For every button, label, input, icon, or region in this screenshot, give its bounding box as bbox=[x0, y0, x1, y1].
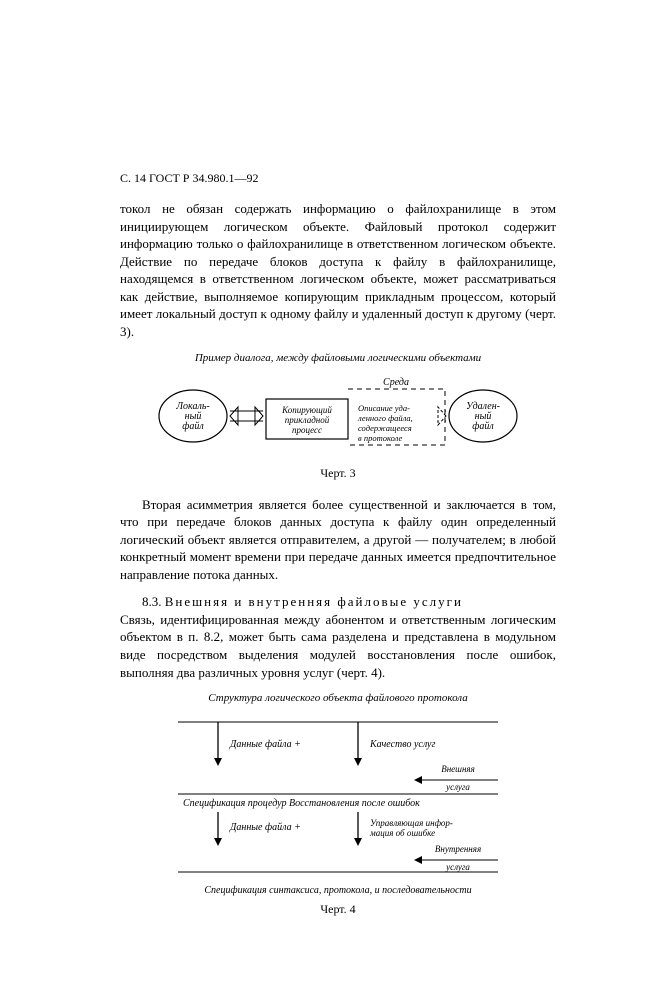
paragraph-1: токол не обязан содержать информацию о ф… bbox=[120, 200, 556, 340]
section-number: 8.3. bbox=[142, 594, 162, 609]
svg-text:Внешняя: Внешняя bbox=[441, 764, 475, 774]
svg-text:процесс: процесс bbox=[292, 425, 322, 435]
svg-text:файл: файл bbox=[472, 421, 494, 432]
fig3-caption: Черт. 3 bbox=[120, 465, 556, 481]
fig4-title: Структура логического объекта файлового … bbox=[120, 691, 556, 706]
svg-text:услуга: услуга bbox=[445, 862, 470, 872]
diagram-3: Локаль- ный файл Копирующий прикладной п… bbox=[148, 371, 528, 461]
svg-text:услуга: услуга bbox=[445, 782, 470, 792]
svg-text:Управляющая инфор-: Управляющая инфор- bbox=[370, 818, 453, 828]
fig4-caption: Черт. 4 bbox=[120, 901, 556, 917]
svg-text:файл: файл bbox=[182, 421, 204, 432]
svg-text:Копирующий: Копирующий bbox=[281, 405, 332, 415]
svg-text:Качество услуг: Качество услуг bbox=[369, 739, 435, 750]
svg-text:прикладной: прикладной bbox=[285, 415, 330, 425]
paragraph-2: Вторая асимметрия является более существ… bbox=[120, 496, 556, 584]
svg-text:Данные файла +: Данные файла + bbox=[229, 822, 301, 833]
paragraph-3: 8.3. Внешняя и внутренняя файловые услуг… bbox=[120, 593, 556, 681]
fig3-title: Пример диалога, между файловыми логическ… bbox=[120, 351, 556, 366]
section-title: Внешняя и внутренняя файловые услуги bbox=[165, 594, 463, 609]
svg-text:ленного файла,: ленного файла, bbox=[357, 413, 413, 423]
svg-text:Внутренняя: Внутренняя bbox=[435, 844, 481, 854]
svg-text:Среда: Среда bbox=[383, 377, 409, 388]
svg-text:Описание уда-: Описание уда- bbox=[358, 403, 410, 413]
diagram-4: Данные файла + Качество услуг Внешняя ус… bbox=[158, 712, 518, 882]
svg-text:Данные файла +: Данные файла + bbox=[229, 739, 301, 750]
document-page: С. 14 ГОСТ Р 34.980.1—92 токол не обязан… bbox=[0, 0, 661, 992]
fig4-spec2: Спецификация синтаксиса, протокола, и по… bbox=[120, 884, 556, 898]
paragraph-3-body: Связь, идентифицированная между абоненто… bbox=[120, 612, 556, 680]
svg-text:мация об ошибке: мация об ошибке bbox=[369, 828, 435, 838]
svg-text:в протоколе: в протоколе bbox=[358, 433, 403, 443]
page-header: С. 14 ГОСТ Р 34.980.1—92 bbox=[120, 170, 556, 186]
svg-text:содержащееся: содержащееся bbox=[358, 423, 412, 433]
svg-text:Спецификация процедур Восстано: Спецификация процедур Восстановления пос… bbox=[183, 798, 420, 809]
